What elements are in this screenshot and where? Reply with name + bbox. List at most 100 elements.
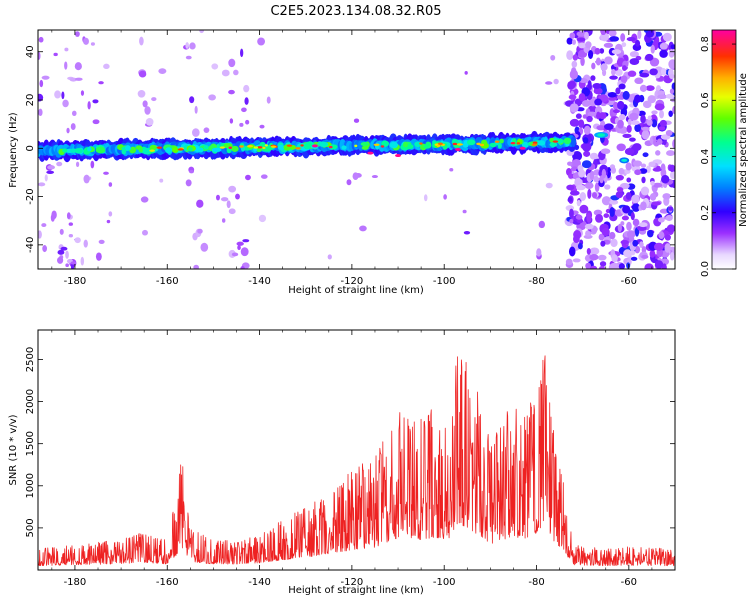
spectral-cell (419, 142, 423, 145)
spectral-cell (395, 154, 402, 158)
colorbar-tick-label: 0.4 (700, 149, 711, 165)
spectral-cell (423, 144, 430, 149)
spectral-cell (585, 230, 592, 237)
spectral-cell (200, 242, 209, 252)
spectral-cell (569, 208, 574, 219)
x-tick-label: -60 (621, 276, 637, 287)
spectral-cell (600, 148, 611, 155)
spectral-cell (74, 237, 81, 244)
spectral-cell (589, 170, 595, 181)
spectral-cell (103, 171, 109, 175)
spectral-cell (108, 211, 113, 217)
spectral-cell (670, 44, 675, 50)
spectral-cell (627, 118, 633, 126)
spectral-cell (594, 182, 600, 193)
spectral-cell (617, 100, 625, 110)
spectral-cell (65, 250, 69, 259)
spectral-cell (144, 106, 151, 115)
spectral-cell (270, 145, 277, 148)
spectral-cell (140, 196, 149, 203)
spectral-cell (656, 138, 663, 145)
spectral-cell (592, 83, 602, 89)
spectral-cell (659, 119, 667, 127)
spectral-cell (68, 222, 74, 226)
spectral-cell (80, 256, 85, 266)
colorbar-tick-label: 0.2 (700, 205, 711, 221)
spectral-cell (185, 179, 192, 187)
spectral-cell (240, 247, 249, 257)
spectral-cell (266, 96, 271, 104)
spectral-cell (590, 265, 597, 269)
spectral-cell (499, 138, 504, 144)
spectral-cell (568, 246, 576, 257)
spectral-cell (572, 258, 581, 263)
spectral-cell (532, 141, 538, 144)
spectral-cell (641, 126, 650, 132)
spectral-cell (98, 239, 105, 244)
spectral-cell (360, 141, 369, 147)
spectral-cell (198, 147, 204, 153)
spectral-cell (608, 30, 617, 37)
spectral-cell (669, 88, 675, 95)
spectral-cell (615, 174, 624, 181)
spectral-cell (600, 240, 606, 247)
spectral-cell (629, 250, 636, 256)
spectral-cell (92, 119, 100, 125)
spectral-cell (570, 136, 577, 148)
colorbar-ticks: 0.0 0.2 0.4 0.6 0.8 (700, 36, 736, 277)
spectral-cell (659, 109, 664, 119)
spectral-cell (145, 117, 154, 126)
spectral-cell (665, 214, 673, 222)
spectrogram-panel: -180 -160 -140 -120 -100 -80 -60 -40 -20 0 20 40 H… (8, 29, 676, 296)
spectral-cell (625, 192, 632, 200)
spectral-cell (586, 248, 591, 255)
spectral-cell (194, 105, 198, 114)
spectral-cell (669, 164, 675, 172)
spectral-cell (578, 42, 586, 49)
spectral-cell (657, 94, 668, 100)
spectral-cell (619, 113, 626, 121)
spectral-cell (620, 33, 626, 42)
spectral-cell (602, 69, 607, 77)
spectral-cell (536, 140, 546, 146)
spectral-cell (615, 87, 621, 95)
spectral-cell (220, 197, 229, 202)
spectral-cell (595, 57, 601, 66)
spectral-cell (189, 96, 195, 104)
spectral-cell (62, 148, 68, 153)
spectral-cell (64, 47, 69, 52)
spectral-cell (654, 260, 664, 269)
spectral-cell (177, 148, 184, 151)
spectral-cell (622, 133, 632, 138)
spectral-cell (590, 75, 596, 81)
x-tick-label: -80 (528, 577, 544, 588)
spectral-cell (626, 221, 632, 231)
spectral-cell (642, 152, 649, 158)
spectral-cell (203, 127, 210, 133)
spectral-cell (609, 262, 620, 269)
spectral-cell (637, 30, 642, 40)
spectral-cell (125, 145, 131, 151)
spectral-cell (659, 42, 668, 50)
spectral-cell (604, 123, 614, 130)
spectral-cell (594, 47, 601, 55)
spectral-cell (54, 90, 61, 99)
colorbar: 0.0 0.2 0.4 0.6 0.8 Normalized spectral ampl… (700, 29, 749, 277)
spectral-cell (580, 57, 585, 67)
spectral-cell (646, 119, 653, 126)
x-tick-label: -160 (156, 577, 179, 588)
spectral-cell (545, 182, 553, 189)
spectral-cell (623, 249, 632, 258)
spectral-cell (38, 182, 46, 187)
spectral-cell (38, 230, 42, 239)
y-tick-label: 2000 (25, 389, 36, 414)
spectral-cell (80, 90, 85, 96)
spectral-cell (630, 256, 638, 261)
x-tick-label: -160 (156, 276, 179, 287)
spectral-cell (229, 118, 234, 124)
spectral-cell (193, 264, 199, 269)
spectral-cell (138, 70, 147, 78)
spectral-cell (277, 144, 285, 151)
snr-x-ticks: -180 -160 -140 -120 -100 -80 -60 (51, 330, 676, 588)
spectral-cell (219, 146, 225, 149)
